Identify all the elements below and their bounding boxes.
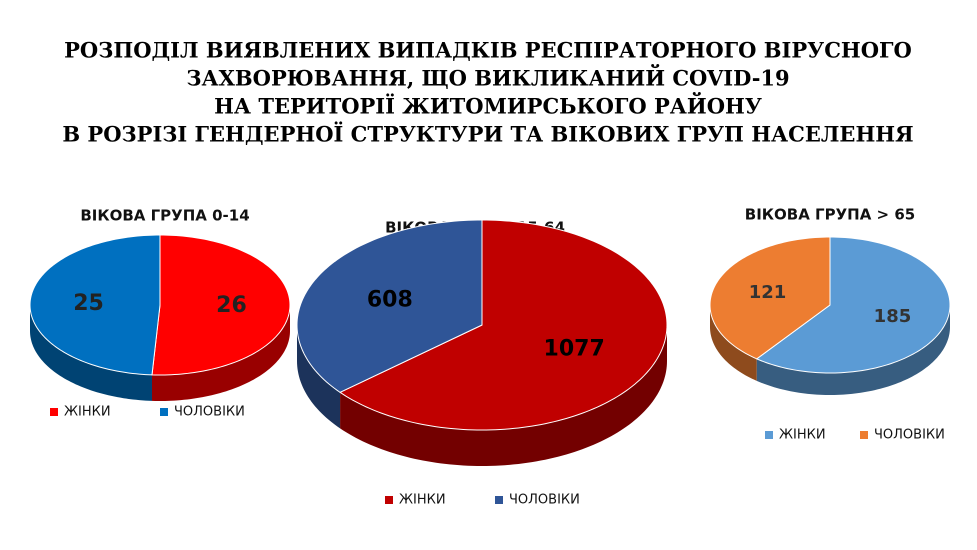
- pie-slice: [29, 234, 161, 376]
- title-line: В РОЗРІЗІ ГЕНДЕРНОЇ СТРУКТУРИ ТА ВІКОВИХ…: [62, 122, 913, 147]
- legend-label: ЖІНКИ: [779, 428, 826, 443]
- pie-slice: [296, 219, 483, 393]
- legend-swatch: [385, 496, 393, 504]
- title-line: НА ТЕРИТОРІЇ ЖИТОМИРСЬКОГО РАЙОНУ: [214, 93, 762, 119]
- pie-slice: [339, 219, 668, 431]
- legend-label: ЧОЛОВІКИ: [509, 493, 580, 508]
- pie-side: [30, 305, 152, 401]
- data-label: 1077: [544, 336, 605, 361]
- legend-swatch: [50, 408, 58, 416]
- pie-side: [297, 325, 341, 429]
- legend-label: ЖІНКИ: [399, 493, 446, 508]
- legend-swatch: [495, 496, 503, 504]
- title-line: ЗАХВОРЮВАННЯ, ЩО ВИКЛИКАНИЙ COVID-19: [186, 65, 789, 91]
- data-label: 185: [874, 306, 912, 327]
- legend-label: ЖІНКИ: [64, 405, 111, 420]
- pie-side: [340, 325, 667, 466]
- pie-slice: [151, 234, 291, 376]
- legend-swatch: [765, 431, 773, 439]
- pie-title: ВІКОВА ГРУПА 0-14: [80, 207, 249, 225]
- legend-label: ЧОЛОВІКИ: [174, 405, 245, 420]
- title-line: РОЗПОДІЛ ВИЯВЛЕНИХ ВИПАДКІВ РЕСПІРАТОРНО…: [64, 38, 912, 63]
- legend-label: ЧОЛОВІКИ: [874, 428, 945, 443]
- legend-swatch: [860, 431, 868, 439]
- data-label: 26: [216, 293, 247, 318]
- pie-slice: [755, 236, 951, 374]
- legend-swatch: [160, 408, 168, 416]
- pie-side: [151, 305, 290, 401]
- pie-slice: [709, 236, 831, 360]
- pie-title: ВІКОВА ГРУПА > 65: [745, 206, 915, 224]
- pie-side: [756, 305, 950, 395]
- pie-side: [710, 305, 757, 381]
- data-label: 121: [749, 282, 787, 303]
- data-label: 608: [367, 288, 413, 313]
- data-label: 25: [73, 291, 104, 316]
